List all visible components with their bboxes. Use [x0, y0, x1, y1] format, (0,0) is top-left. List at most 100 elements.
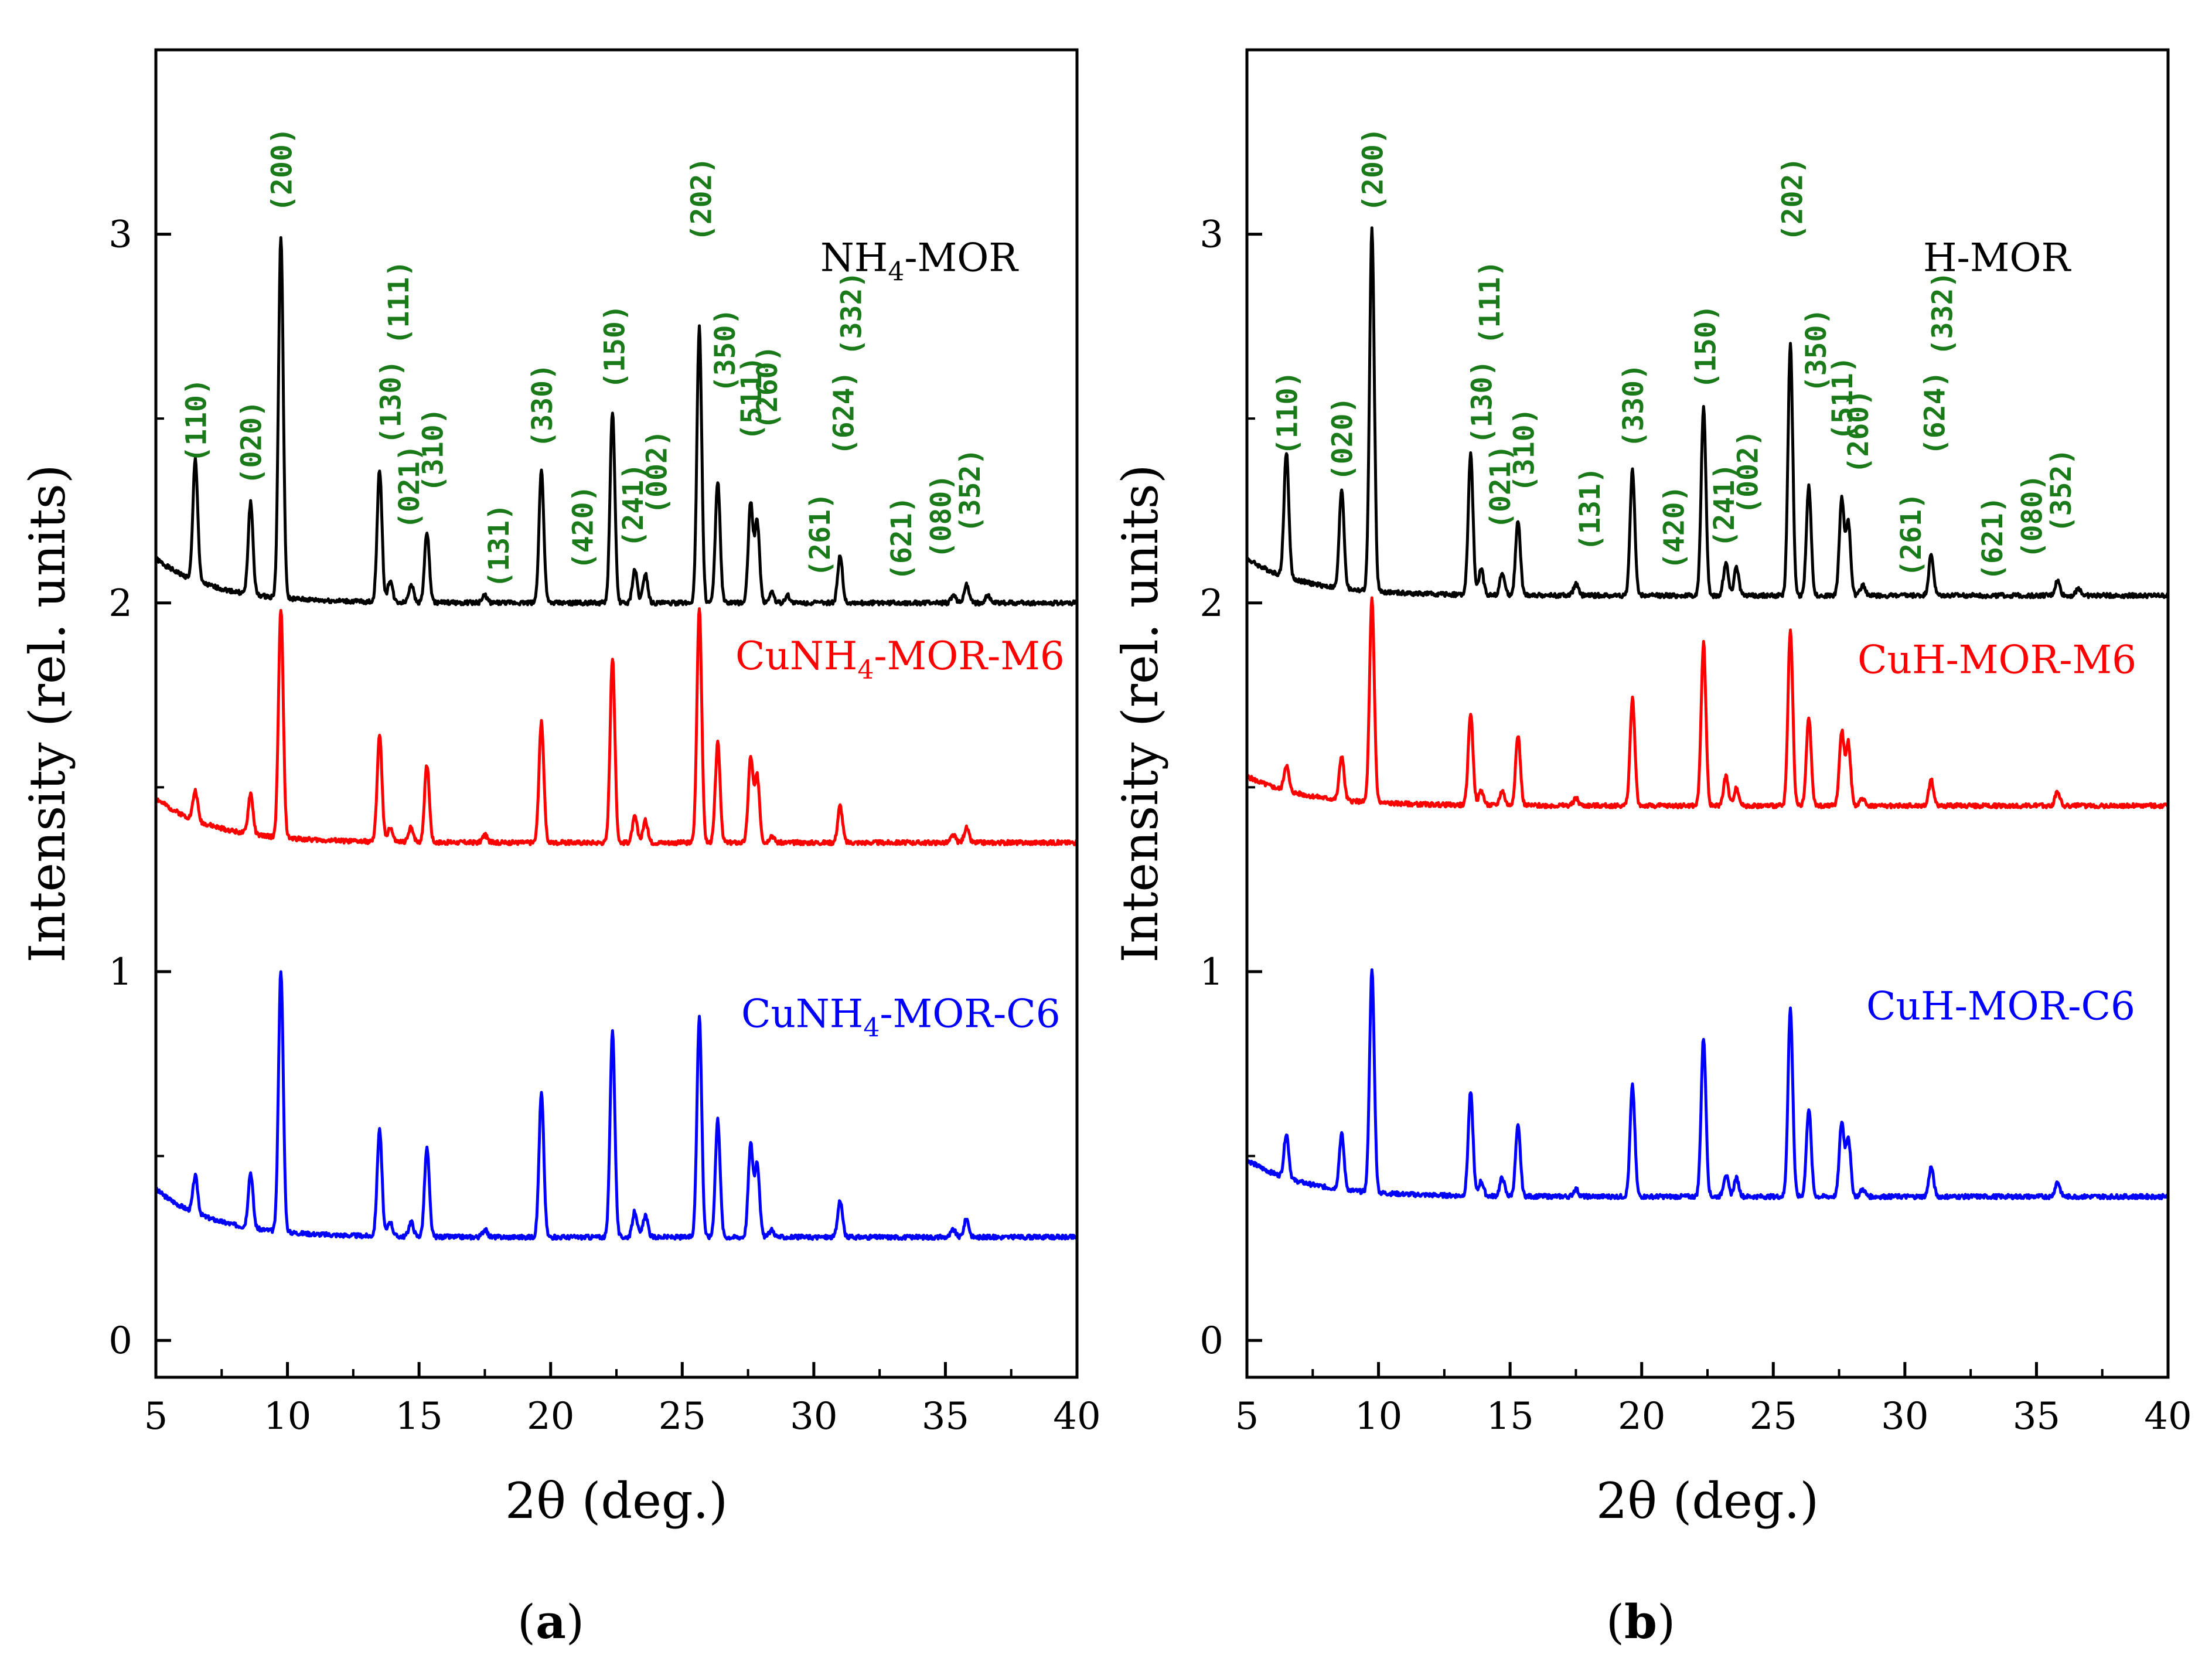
hkl-label-130: (130): [1466, 360, 1499, 445]
hkl-label-420: (420): [1658, 485, 1691, 570]
hkl-label-080: (080): [2016, 474, 2049, 559]
x-tick-label: 40: [2144, 1395, 2191, 1438]
hkl-label-350: (350): [709, 308, 742, 393]
hkl-label-020: (020): [236, 400, 268, 485]
series-trace-h-mor: [1247, 226, 2168, 600]
hkl-label-021: (021): [1484, 444, 1517, 529]
series-label-main: CuNH: [741, 991, 863, 1036]
x-tick-label: 10: [264, 1395, 311, 1438]
x-tick-label: 25: [659, 1395, 706, 1438]
hkl-label-202: (202): [1777, 157, 1809, 242]
hkl-label-511: (511): [1826, 356, 1859, 441]
panel-label-open: (: [1606, 1595, 1624, 1649]
hkl-label-131: (131): [1574, 467, 1607, 551]
series-label-tail: -MOR: [904, 236, 1019, 281]
y-tick-label: 2: [108, 582, 132, 625]
series-label-main: CuNH: [735, 634, 857, 679]
hkl-label-420: (420): [567, 485, 600, 570]
hkl-label-200: (200): [1356, 127, 1389, 212]
y-tick-label: 1: [108, 951, 132, 994]
x-tick-label: 35: [2013, 1395, 2060, 1438]
hkl-label-261: (261): [804, 492, 837, 577]
hkl-label-200: (200): [265, 127, 298, 212]
x-tick-label: 20: [1618, 1395, 1665, 1438]
x-tick-label: 30: [1881, 1395, 1928, 1438]
hkl-label-130: (130): [375, 360, 408, 445]
hkl-label-310: (310): [417, 408, 450, 493]
hkl-label-330: (330): [1617, 363, 1650, 448]
hkl-label-624: (624): [1918, 371, 1951, 456]
x-tick-label: 5: [144, 1395, 168, 1438]
hkl-label-020: (020): [1327, 397, 1359, 482]
panel-label-close: ): [1657, 1595, 1675, 1649]
x-tick-label: 20: [527, 1395, 574, 1438]
series-trace-cuh-mor-m6: [1247, 596, 2168, 809]
series-label-tail: -MOR-C6: [880, 991, 1060, 1036]
x-tick-label: 10: [1355, 1395, 1402, 1438]
y-tick-label: 3: [1199, 213, 1223, 257]
panel-label-letter: b: [1624, 1594, 1657, 1649]
hkl-label-131: (131): [483, 503, 516, 588]
x-tick-label: 25: [1750, 1395, 1797, 1438]
hkl-label-352: (352): [954, 448, 987, 533]
series-label-subscript: 4: [888, 257, 904, 287]
hkl-label-350: (350): [1800, 308, 1833, 393]
hkl-label-332: (332): [1927, 271, 1959, 356]
y-tick-label: 3: [108, 213, 132, 257]
series-label-main: CuH-MOR-M6: [1857, 637, 2136, 682]
hkl-label-202: (202): [686, 157, 718, 242]
hkl-label-621: (621): [885, 496, 918, 581]
hkl-label-261: (261): [1895, 492, 1928, 577]
x-axis-title: 2θ (deg.): [505, 1472, 728, 1530]
panel-label-letter: a: [536, 1594, 566, 1649]
series-label-cunh4-mor-c6: CuNH4-MOR-C6: [741, 991, 1061, 1043]
panel-label-open: (: [517, 1595, 536, 1649]
panel-label-close: ): [566, 1595, 584, 1649]
x-tick-label: 35: [922, 1395, 969, 1438]
series-label-main: CuH-MOR-C6: [1866, 984, 2135, 1029]
hkl-label-002: (002): [640, 430, 673, 515]
series-label-cunh4-mor-m6: CuNH4-MOR-M6: [735, 634, 1065, 685]
hkl-label-110: (110): [180, 378, 213, 463]
panel-label: (b): [1606, 1594, 1675, 1649]
hkl-label-511: (511): [735, 356, 768, 441]
series-label-cuh-mor-m6: CuH-MOR-M6: [1857, 637, 2136, 682]
series-label-subscript: 4: [857, 655, 874, 685]
series-group: [156, 236, 1077, 1241]
hkl-label-080: (080): [925, 474, 957, 559]
x-tick-label: 15: [395, 1395, 442, 1438]
x-tick-label: 15: [1486, 1395, 1533, 1438]
hkl-label-241: (241): [617, 463, 650, 548]
hkl-label-150: (150): [599, 304, 632, 389]
y-tick-label: 1: [1199, 951, 1223, 994]
x-tick-label: 30: [790, 1395, 837, 1438]
y-tick-label: 2: [1199, 582, 1223, 625]
hkl-label-260: (260): [1842, 389, 1875, 474]
y-axis-title: Intensity (rel. units): [1112, 464, 1169, 962]
x-tick-label: 40: [1053, 1395, 1100, 1438]
x-axis-title: 2θ (deg.): [1596, 1472, 1819, 1530]
series-trace-cuh-mor-c6: [1247, 968, 2168, 1200]
hkl-label-332: (332): [836, 271, 868, 356]
x-tick-label: 5: [1235, 1395, 1259, 1438]
series-label-main: NH: [820, 236, 888, 281]
y-tick-label: 0: [108, 1319, 132, 1363]
series-label-tail: -MOR-M6: [874, 634, 1065, 679]
hkl-label-352: (352): [2045, 448, 2078, 533]
y-axis-title: Intensity (rel. units): [19, 464, 76, 962]
series-trace-cunh4-mor-c6: [156, 970, 1077, 1241]
hkl-label-624: (624): [827, 371, 860, 456]
hkl-label-110: (110): [1271, 371, 1304, 456]
hkl-label-021: (021): [393, 444, 426, 529]
series-label-cuh-mor-c6: CuH-MOR-C6: [1866, 984, 2135, 1029]
hkl-label-330: (330): [526, 363, 559, 448]
hkl-label-150: (150): [1690, 304, 1723, 389]
y-tick-label: 0: [1199, 1319, 1223, 1363]
hkl-label-621: (621): [1976, 496, 2009, 581]
hkl-label-241: (241): [1708, 463, 1741, 548]
series-label-main: H-MOR: [1923, 236, 2072, 281]
series-group: [1247, 226, 2168, 1200]
series-label-h-mor: H-MOR: [1923, 236, 2072, 281]
